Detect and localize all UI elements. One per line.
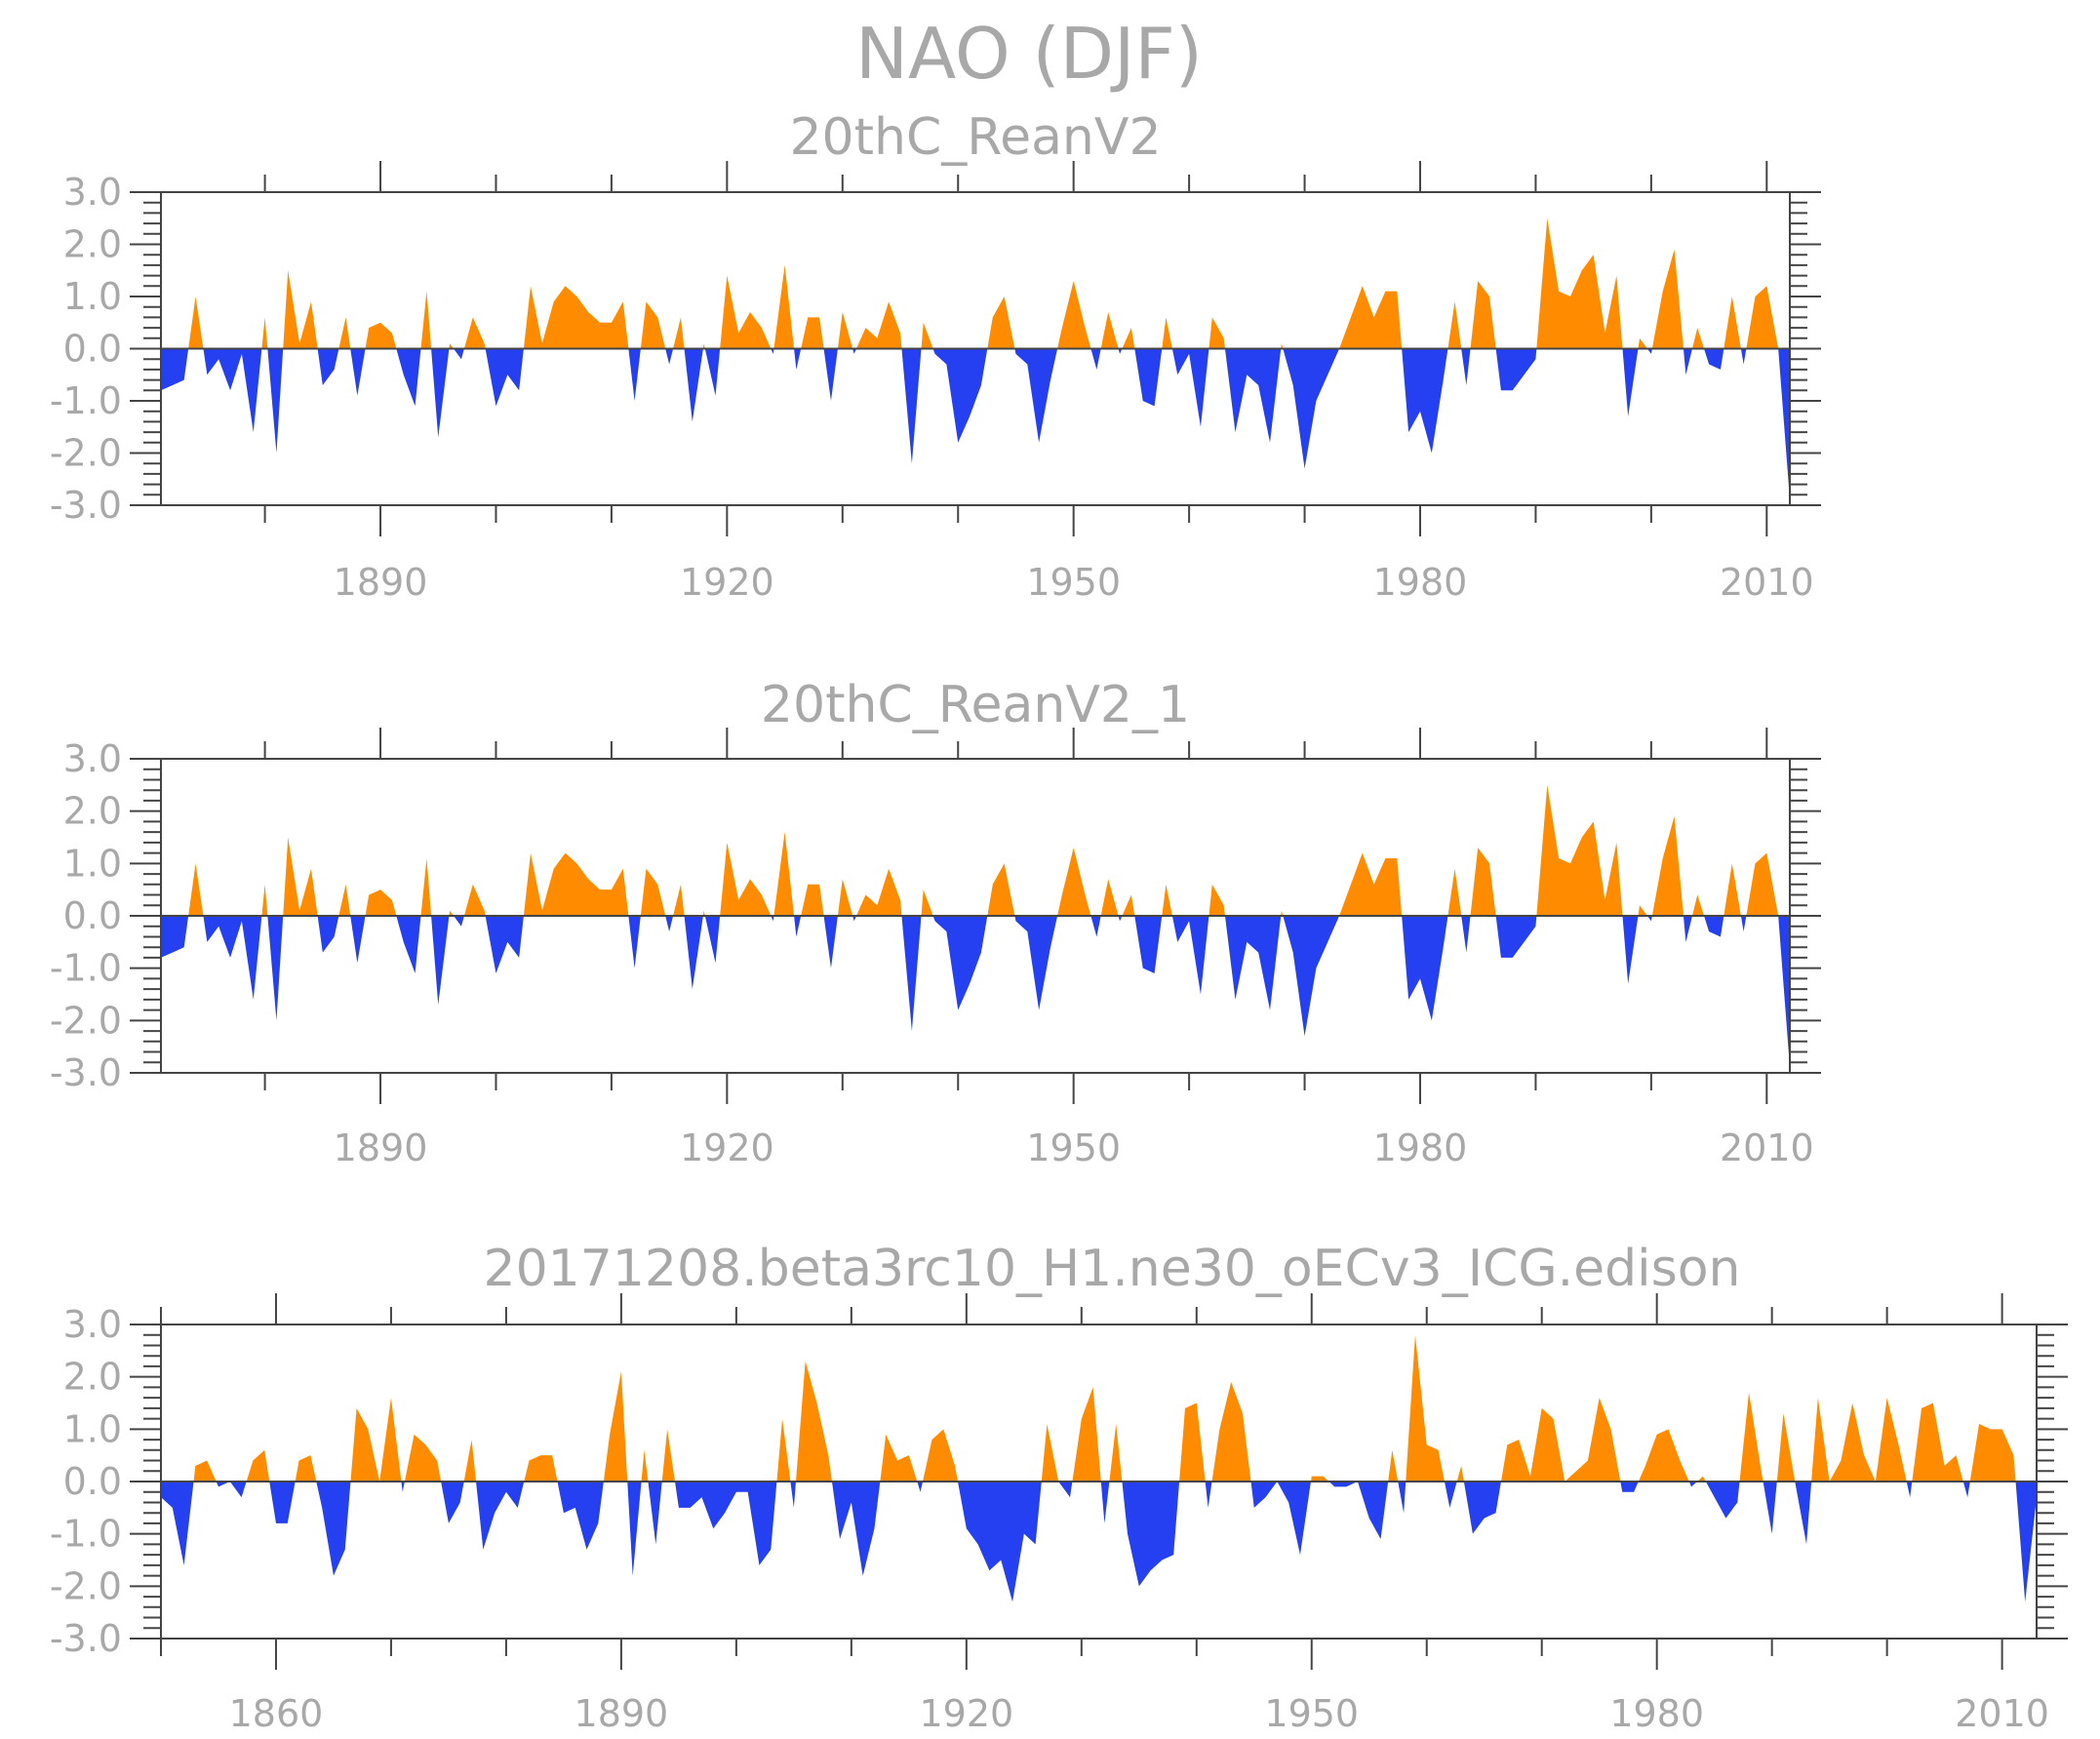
axes: 3.0 2.0 1.0 0.0 -1.0 -2.0 -3.0 1860 1890 1920 1950…: [50, 1293, 2068, 1735]
y-tick-label: -2.0: [50, 432, 122, 475]
panel-20thc-reanv2-1: 20thC_ReanV2_1 3.0 2.0 1.0 0.0 -1.0 -2.0 -3.0 1…: [50, 676, 1821, 1169]
axes: 3.0 2.0 1.0 0.0 -1.0 -2.0 -3.0 1890 1920 1950 1980…: [50, 161, 1821, 604]
positive-area: [161, 1334, 2037, 1482]
main-title: NAO (DJF): [855, 13, 1203, 95]
x-tick-label: 1890: [334, 561, 428, 604]
negative-area: [161, 916, 1790, 1068]
y-tick-label: 0.0: [63, 894, 122, 937]
y-tick-label: 3.0: [63, 1303, 122, 1346]
x-tick-label: 1920: [919, 1692, 1013, 1735]
panel-title: 20thC_ReanV2_1: [761, 676, 1190, 734]
y-tick-label: 1.0: [63, 842, 122, 885]
axes: 3.0 2.0 1.0 0.0 -1.0 -2.0 -3.0 1890 1920 1950 1980…: [50, 728, 1821, 1169]
x-tick-label: 1950: [1026, 561, 1121, 604]
x-tick-label: 2010: [1955, 1692, 2049, 1735]
area-series: [161, 217, 1790, 500]
panel-title: 20171208.beta3rc10_H1.ne30_oECv3_ICG.edi…: [484, 1240, 1741, 1298]
positive-area: [161, 217, 1790, 349]
area-series: [161, 1334, 2037, 1602]
y-tick-label: 3.0: [63, 171, 122, 214]
negative-area: [161, 1482, 2037, 1602]
x-tick-label: 1980: [1373, 561, 1468, 604]
y-tick-label: -2.0: [50, 1564, 122, 1607]
y-tick-label: 2.0: [63, 1356, 122, 1399]
x-tick-label: 1980: [1373, 1126, 1468, 1169]
x-tick-label: 1980: [1609, 1692, 1704, 1735]
y-tick-label: 1.0: [63, 1407, 122, 1450]
panel-title: 20thC_ReanV2: [789, 108, 1161, 167]
x-tick-label: 1860: [229, 1692, 324, 1735]
y-tick-label: 3.0: [63, 737, 122, 780]
x-tick-label: 1920: [680, 1126, 774, 1169]
x-tick-label: 2010: [1720, 1126, 1814, 1169]
x-tick-label: 1890: [334, 1126, 428, 1169]
x-tick-label: 1950: [1264, 1692, 1359, 1735]
x-tick-label: 2010: [1720, 561, 1814, 604]
y-tick-label: 2.0: [63, 790, 122, 833]
x-tick-label: 1950: [1026, 1126, 1121, 1169]
negative-area: [161, 348, 1790, 500]
panel-20171208-beta3rc10: 20171208.beta3rc10_H1.ne30_oECv3_ICG.edi…: [50, 1240, 2068, 1735]
x-tick-label: 1890: [575, 1692, 669, 1735]
positive-area: [161, 784, 1790, 916]
y-tick-label: -3.0: [50, 1617, 122, 1660]
y-tick-label: 1.0: [63, 275, 122, 318]
y-tick-label: -2.0: [50, 999, 122, 1042]
y-tick-label: -1.0: [50, 1513, 122, 1556]
y-tick-label: -3.0: [50, 1051, 122, 1094]
y-tick-label: -1.0: [50, 379, 122, 422]
y-tick-label: 2.0: [63, 223, 122, 266]
area-series: [161, 784, 1790, 1068]
y-tick-label: -1.0: [50, 947, 122, 990]
x-tick-label: 1920: [680, 561, 774, 604]
y-tick-label: -3.0: [50, 484, 122, 527]
y-tick-label: 0.0: [63, 328, 122, 371]
y-tick-label: 0.0: [63, 1460, 122, 1503]
panel-20thc-reanv2: 20thC_ReanV2 3.0 2.0 1.0 0.0 -1.0 -2.0 -3.0 189…: [50, 108, 1821, 604]
